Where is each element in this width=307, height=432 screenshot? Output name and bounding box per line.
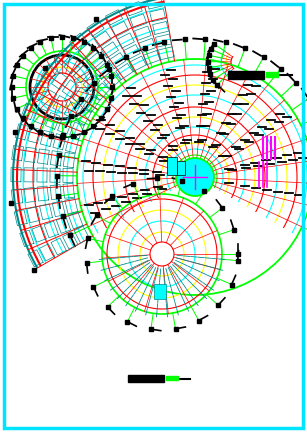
- Bar: [128, 375, 164, 382]
- Bar: [167, 157, 177, 175]
- Bar: [228, 71, 264, 79]
- Bar: [154, 284, 166, 299]
- Circle shape: [176, 158, 214, 196]
- Bar: [177, 161, 185, 175]
- Bar: [166, 376, 178, 380]
- Bar: [266, 72, 278, 77]
